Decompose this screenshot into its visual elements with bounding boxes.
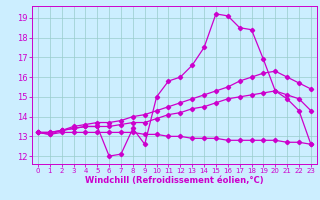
X-axis label: Windchill (Refroidissement éolien,°C): Windchill (Refroidissement éolien,°C): [85, 176, 264, 185]
